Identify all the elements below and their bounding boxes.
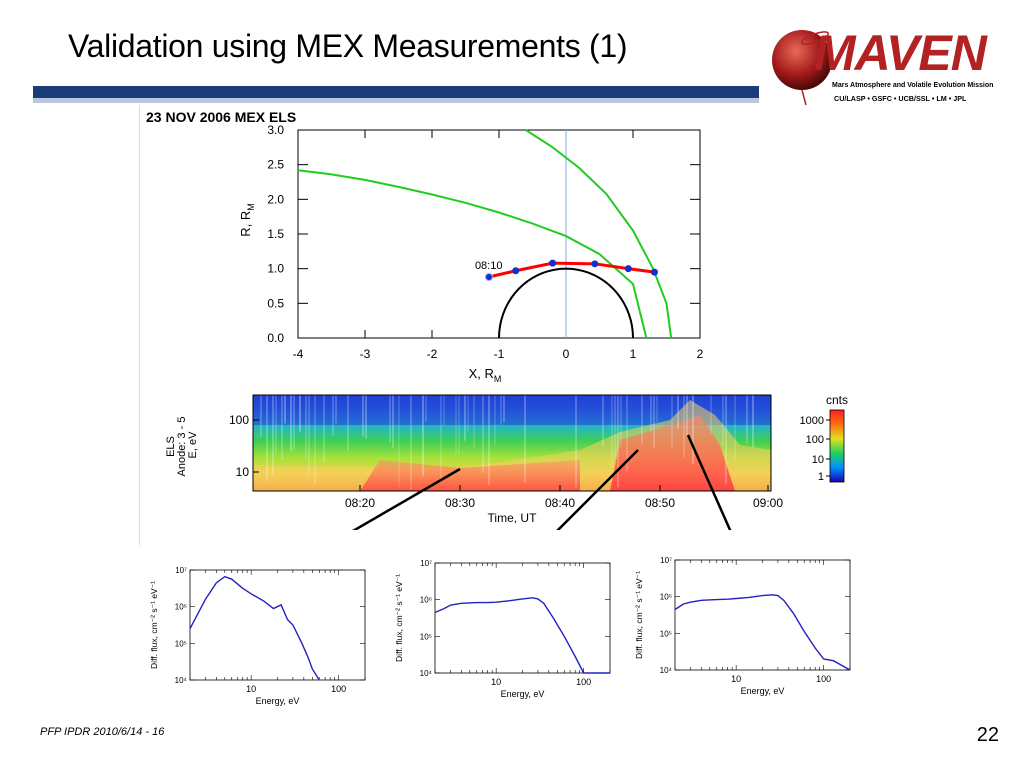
- colorbar-tick-label: 1: [818, 471, 824, 483]
- y-tick-label: 10⁷: [660, 556, 672, 565]
- spectrum-panel-1: 10 100 10⁷ 10⁶ 10⁵ 10⁴ Energy, eV Diff. flux, c…: [149, 566, 366, 706]
- y-tick-label: 10⁴: [420, 669, 433, 678]
- x-tick-label: -4: [293, 347, 304, 361]
- maven-partners: CU/LASP • GSFC • UCB/SSL • LM • JPL: [834, 94, 967, 103]
- x-tick-label: 08:40: [545, 496, 575, 510]
- y-tick-label: 0.5: [267, 296, 284, 310]
- y-tick-label: 1.0: [267, 262, 284, 276]
- colorbar-tick-label: 1000: [800, 415, 824, 427]
- x-tick-label: 10: [731, 674, 741, 684]
- orbit-point: [624, 265, 632, 273]
- y-tick-label: 10⁵: [660, 629, 672, 638]
- y-tick-label: 10⁶: [660, 593, 672, 602]
- footer-text: PFP IPDR 2010/6/14 - 16: [40, 726, 165, 738]
- y-tick-label: 10⁶: [175, 603, 187, 612]
- spectrum-xlabel: Energy, eV: [501, 689, 545, 699]
- spectrogram-chart: 08:20 08:30 08:40 08:50 09:00 100 10 ELS Anode…: [165, 393, 848, 530]
- orbit-start-label: 08:10: [475, 260, 503, 272]
- y-tick-label: 0.0: [267, 331, 284, 345]
- x-tick-label: 100: [576, 677, 591, 687]
- spectrum-frame: [189, 569, 366, 681]
- x-tick-label: 100: [331, 684, 346, 694]
- slide-title: Validation using MEX Measurements (1): [68, 28, 628, 64]
- colorbar-tick-label: 100: [806, 434, 824, 446]
- spectrum-ylabel: Diff. flux, cm⁻² s⁻¹ eV⁻¹: [634, 571, 644, 659]
- y-tick-label: 10⁷: [175, 566, 187, 575]
- pointer-line: [686, 434, 732, 530]
- maven-tagline: Mars Atmosphere and Volatile Evolution M…: [832, 82, 993, 89]
- y-tick-label: 10⁴: [660, 666, 673, 675]
- y-tick-label: 10⁵: [175, 639, 187, 648]
- boundary-curve: [297, 169, 648, 339]
- x-tick-label: 08:50: [645, 496, 675, 510]
- x-tick-label: 08:20: [345, 496, 375, 510]
- spectrum-frame: [674, 559, 851, 671]
- spectrum-xlabel: Energy, eV: [741, 686, 785, 696]
- x-tick-label: 100: [816, 674, 831, 684]
- maven-wordmark: MAVEN: [814, 25, 988, 81]
- y-tick-label: 10⁷: [420, 559, 432, 568]
- x-tick-label: 10: [246, 684, 256, 694]
- colorbar-title: cnts: [826, 393, 848, 407]
- y-tick-label: 1.5: [267, 227, 284, 241]
- orbit-point: [591, 260, 599, 268]
- x-tick-label: 2: [697, 347, 704, 361]
- title-rule: [33, 86, 759, 98]
- x-tick-label: 1: [630, 347, 637, 361]
- figure-border: [139, 105, 140, 545]
- page-number: 22: [976, 724, 999, 746]
- flux-curve: [434, 597, 610, 674]
- orbit-chart: -4 -3 -2 -1 0 1 2 0.0 0.5 1.0 1.5 2.0 2.5 3.0 08:10 X,…: [238, 123, 704, 384]
- orbit-point: [484, 272, 493, 281]
- chart-title: 23 NOV 2006 MEX ELS: [146, 109, 297, 125]
- colorbar: [829, 409, 845, 483]
- y-tick-label: 2.0: [267, 192, 284, 206]
- y-tick-label: 10⁶: [420, 596, 432, 605]
- maven-logo: MAVEN Mars Atmosphere and Volatile Evolu…: [772, 25, 993, 106]
- title-rule-shadow: [33, 98, 759, 103]
- spectrum-panel-3: 10 100 10⁷ 10⁶ 10⁵ 10⁴ Energy, eV Diff. flux, c…: [634, 556, 851, 696]
- orbit-point: [512, 267, 520, 275]
- y-tick-label: 100: [229, 413, 249, 427]
- y-tick-label: 3.0: [267, 123, 284, 137]
- spectrogram-ylabel: ELS Anode: 3 - 5 E, eV: [165, 414, 199, 477]
- x-tick-label: 10: [491, 677, 501, 687]
- y-tick-label: 10⁴: [175, 676, 188, 685]
- spectrum-ylabel: Diff. flux, cm⁻² s⁻¹ eV⁻¹: [149, 581, 159, 669]
- x-tick-label: -2: [427, 347, 438, 361]
- x-tick-label: 08:30: [445, 496, 475, 510]
- x-tick-label: 09:00: [753, 496, 783, 510]
- spectrum-xlabel: Energy, eV: [256, 696, 300, 706]
- y-tick-label: 10: [236, 465, 250, 479]
- y-tick-label: 2.5: [267, 158, 284, 172]
- orbit-track: [488, 261, 655, 279]
- orbit-xlabel: X, RM: [469, 366, 502, 384]
- colorbar-tick-label: 10: [812, 454, 824, 466]
- orbit-point: [650, 268, 658, 276]
- orbit-ylabel: R, RM: [238, 203, 256, 237]
- flux-curve: [189, 575, 320, 681]
- spectrum-ylabel: Diff. flux, cm⁻² s⁻¹ eV⁻¹: [394, 574, 404, 662]
- orbit-plot-frame: [297, 129, 701, 339]
- x-tick-label: 0: [563, 347, 570, 361]
- orbit-point: [549, 259, 557, 267]
- spectrum-frame: [434, 562, 611, 674]
- pointer-line: [352, 467, 461, 530]
- pointer-line: [556, 449, 639, 530]
- y-tick-label: 10⁵: [420, 632, 432, 641]
- x-tick-label: -1: [494, 347, 505, 361]
- flux-curve: [674, 594, 851, 671]
- boundary-curve: [525, 129, 673, 339]
- mars-globe-icon: [772, 30, 832, 90]
- spectrogram-xlabel: Time, UT: [488, 511, 538, 525]
- spectrum-panel-2: 10 100 10⁷ 10⁶ 10⁵ 10⁴ Energy, eV Diff. flux, c…: [394, 559, 611, 699]
- mars-surface: [498, 267, 634, 339]
- x-tick-label: -3: [360, 347, 371, 361]
